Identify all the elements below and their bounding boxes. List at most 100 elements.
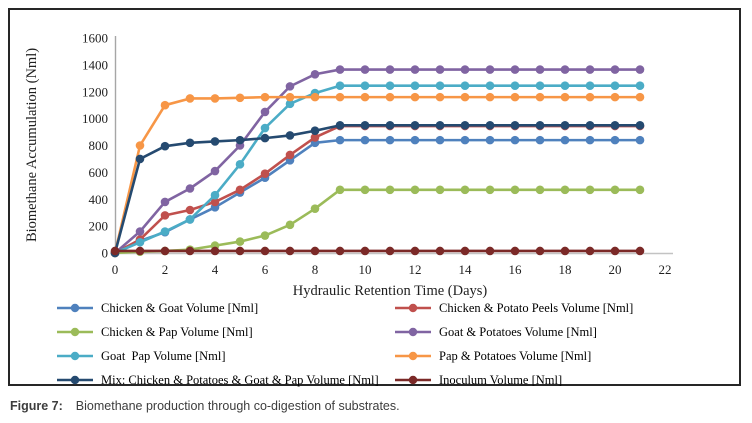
figure-caption: Figure 7: Biomethane production through …	[10, 399, 400, 413]
data-point-marker	[635, 121, 645, 130]
data-point-marker	[485, 121, 495, 130]
data-point-marker	[335, 65, 345, 74]
data-point-marker	[635, 65, 645, 74]
data-point-marker	[410, 65, 420, 74]
x-tick-label: 10	[359, 262, 372, 277]
legend-label: Goat Pap Volume [Nml]	[101, 348, 226, 363]
data-point-marker	[585, 121, 595, 130]
data-point-marker	[310, 69, 320, 79]
legend-marker-icon	[57, 375, 93, 385]
data-point-marker	[310, 126, 320, 136]
data-point-marker	[585, 92, 595, 102]
data-point-marker	[585, 81, 595, 91]
data-point-marker	[360, 246, 370, 256]
data-point-marker	[510, 81, 520, 91]
data-point-marker	[435, 185, 445, 195]
data-point-marker	[585, 135, 595, 145]
data-point-marker	[210, 197, 220, 207]
data-point-marker	[610, 121, 620, 130]
data-point-marker	[160, 197, 170, 207]
data-point-marker	[485, 135, 495, 145]
x-tick-label: 4	[212, 262, 219, 277]
y-tick-label: 400	[89, 192, 109, 207]
data-point-marker	[360, 135, 370, 145]
data-point-marker	[410, 246, 420, 256]
data-point-marker	[635, 92, 645, 102]
x-axis-title: Hydraulic Retention Time (Days)	[293, 283, 488, 298]
data-point-marker	[160, 141, 170, 151]
data-point-marker	[210, 94, 220, 103]
data-point-marker	[360, 185, 370, 195]
data-point-marker	[635, 81, 645, 91]
data-point-marker	[360, 121, 370, 130]
data-point-marker	[460, 81, 470, 91]
data-point-marker	[285, 82, 295, 91]
data-point-marker	[135, 227, 145, 236]
data-point-marker	[160, 227, 170, 236]
data-point-marker	[460, 92, 470, 102]
data-point-marker	[535, 185, 545, 195]
data-point-marker	[560, 65, 570, 74]
data-point-marker	[535, 92, 545, 102]
data-point-marker	[260, 123, 270, 133]
x-tick-label: 22	[659, 262, 672, 277]
data-point-marker	[385, 121, 395, 130]
data-point-marker	[435, 121, 445, 130]
series-line	[113, 84, 642, 255]
data-point-marker	[460, 65, 470, 74]
data-point-marker	[135, 141, 145, 150]
x-tick-label: 14	[459, 262, 473, 277]
data-point-marker	[135, 237, 145, 247]
line-chart: 0 200 400 600 800 1000 1200 1400 1600 0 2 4 6 8 10 12 14…	[24, 31, 673, 298]
data-point-marker	[585, 65, 595, 74]
data-point-marker	[285, 246, 295, 256]
data-point-marker	[160, 100, 170, 110]
legend-marker-icon	[395, 375, 431, 385]
series-line	[113, 68, 642, 255]
data-point-marker	[435, 81, 445, 91]
x-tick-label: 20	[609, 262, 622, 277]
data-point-marker	[535, 121, 545, 130]
legend-item: Mix: Chicken & Potatoes & Goat & Pap Vol…	[56, 372, 394, 388]
legend-item: Chicken & Goat Volume [Nml]	[56, 300, 394, 316]
data-point-marker	[385, 135, 395, 145]
legend-label: Goat & Potatoes Volume [Nml]	[439, 324, 597, 339]
series-line	[113, 124, 642, 255]
legend-label: Mix: Chicken & Potatoes & Goat & Pap Vol…	[101, 372, 379, 387]
data-point-marker	[610, 185, 620, 195]
data-point-marker	[185, 205, 195, 215]
data-point-marker	[460, 121, 470, 130]
legend-marker-icon	[57, 303, 93, 313]
data-point-marker	[560, 185, 570, 195]
data-point-marker	[510, 92, 520, 102]
data-point-marker	[535, 81, 545, 91]
data-point-marker	[635, 185, 645, 195]
figure-caption-label: Figure 7:	[10, 399, 63, 413]
legend-item: Chicken & Potato Peels Volume [Nml]	[394, 300, 736, 316]
data-point-marker	[410, 135, 420, 145]
data-point-marker	[535, 135, 545, 145]
data-point-marker	[185, 215, 195, 224]
x-tick-label: 0	[112, 262, 119, 277]
data-point-marker	[460, 135, 470, 145]
legend-item: Pap & Potatoes Volume [Nml]	[394, 348, 736, 364]
data-point-marker	[385, 185, 395, 195]
data-point-marker	[535, 65, 545, 74]
x-tick-label: 18	[559, 262, 572, 277]
data-point-marker	[260, 107, 270, 117]
legend-label: Chicken & Goat Volume [Nml]	[101, 300, 259, 315]
data-point-marker	[560, 92, 570, 102]
data-point-marker	[485, 246, 495, 256]
legend-marker-icon	[395, 351, 431, 361]
series-line	[113, 188, 642, 255]
data-point-marker	[485, 92, 495, 102]
data-point-marker	[235, 160, 245, 169]
y-tick-label: 0	[102, 246, 109, 261]
data-point-marker	[335, 81, 345, 91]
data-point-marker	[235, 246, 245, 256]
data-point-marker	[460, 185, 470, 195]
data-point-marker	[610, 81, 620, 91]
data-point-marker	[485, 185, 495, 195]
legend-item: Goat & Potatoes Volume [Nml]	[394, 324, 736, 340]
data-point-marker	[360, 65, 370, 74]
